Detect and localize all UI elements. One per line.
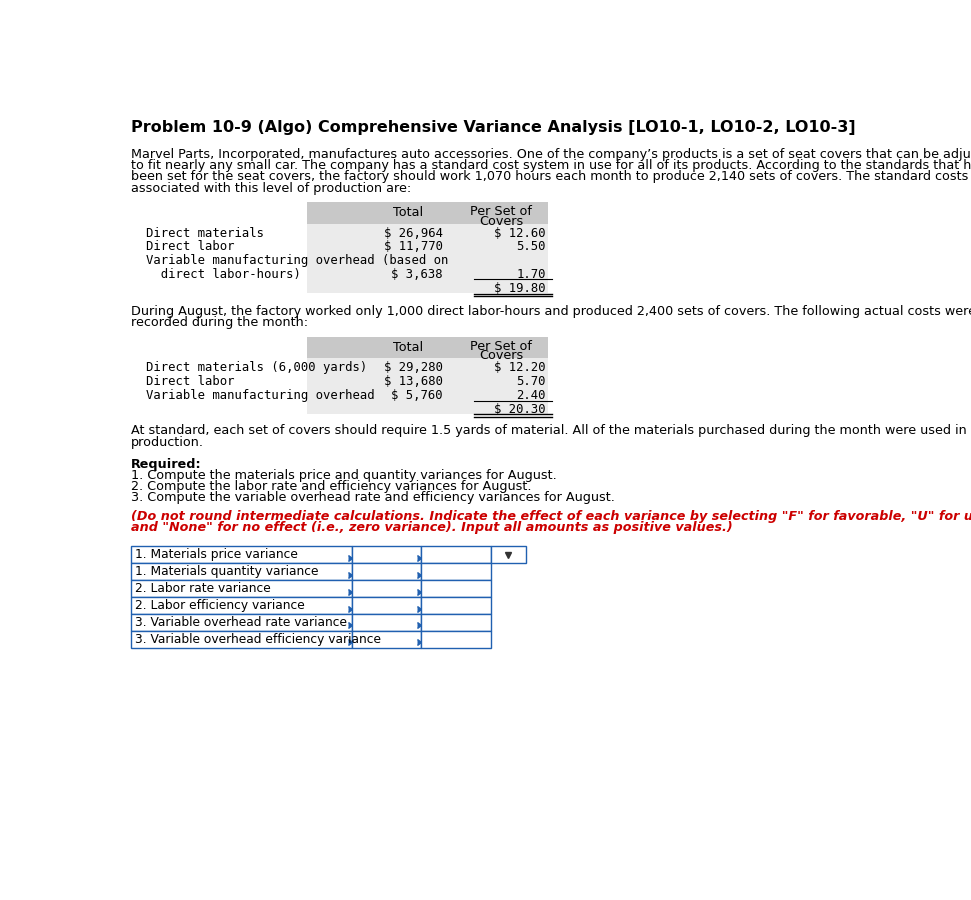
Bar: [308, 223, 548, 292]
Bar: [421, 614, 491, 631]
Text: $ 29,280: $ 29,280: [384, 361, 443, 374]
Bar: [131, 580, 352, 597]
Text: Direct labor: Direct labor: [147, 375, 235, 388]
Text: Marvel Parts, Incorporated, manufactures auto accessories. One of the company’s : Marvel Parts, Incorporated, manufactures…: [131, 148, 971, 161]
Text: $ 20.30: $ 20.30: [494, 403, 546, 416]
Text: 1. Materials price variance: 1. Materials price variance: [135, 548, 297, 561]
Bar: [131, 631, 352, 648]
Text: Covers: Covers: [479, 214, 523, 228]
Bar: [131, 563, 352, 580]
Bar: [131, 614, 352, 631]
Text: $ 12.60: $ 12.60: [494, 227, 546, 239]
Text: Total: Total: [393, 206, 423, 219]
Text: 1. Compute the materials price and quantity variances for August.: 1. Compute the materials price and quant…: [131, 469, 556, 482]
Text: Direct materials: Direct materials: [147, 227, 264, 239]
Text: (Do not round intermediate calculations. Indicate the effect of each variance by: (Do not round intermediate calculations.…: [131, 510, 971, 523]
Bar: [308, 337, 548, 358]
Text: $ 26,964: $ 26,964: [384, 227, 443, 239]
Text: Direct labor: Direct labor: [147, 240, 235, 254]
Text: $ 19.80: $ 19.80: [494, 282, 546, 295]
Bar: [352, 563, 421, 580]
Text: 2. Labor efficiency variance: 2. Labor efficiency variance: [135, 598, 304, 612]
Text: 5.70: 5.70: [517, 375, 546, 388]
Text: associated with this level of production are:: associated with this level of production…: [131, 182, 411, 194]
Bar: [421, 546, 491, 563]
Text: Problem 10-9 (Algo) Comprehensive Variance Analysis [LO10-1, LO10-2, LO10-3]: Problem 10-9 (Algo) Comprehensive Varian…: [131, 121, 855, 135]
Bar: [131, 546, 352, 563]
Bar: [352, 597, 421, 614]
Text: $ 3,638: $ 3,638: [391, 268, 443, 281]
Text: Covers: Covers: [479, 349, 523, 363]
Text: Per Set of: Per Set of: [470, 205, 532, 218]
Bar: [421, 631, 491, 648]
Text: been set for the seat covers, the factory should work 1,070 hours each month to : been set for the seat covers, the factor…: [131, 170, 968, 184]
Bar: [421, 597, 491, 614]
Text: $ 11,770: $ 11,770: [384, 240, 443, 254]
Text: 2.40: 2.40: [517, 389, 546, 402]
Text: 3. Variable overhead rate variance: 3. Variable overhead rate variance: [135, 616, 347, 629]
Text: 5.50: 5.50: [517, 240, 546, 254]
Text: production.: production.: [131, 436, 204, 448]
Text: $ 13,680: $ 13,680: [384, 375, 443, 388]
Text: 3. Variable overhead efficiency variance: 3. Variable overhead efficiency variance: [135, 633, 381, 646]
Text: 1. Materials quantity variance: 1. Materials quantity variance: [135, 565, 318, 578]
Text: Variable manufacturing overhead (based on: Variable manufacturing overhead (based o…: [147, 255, 449, 267]
Text: direct labor-hours): direct labor-hours): [147, 268, 301, 281]
Bar: [352, 546, 421, 563]
Bar: [131, 597, 352, 614]
Bar: [308, 202, 548, 223]
Text: to fit nearly any small car. The company has a standard cost system in use for a: to fit nearly any small car. The company…: [131, 159, 971, 172]
Bar: [421, 580, 491, 597]
Text: and "None" for no effect (i.e., zero variance). Input all amounts as positive va: and "None" for no effect (i.e., zero var…: [131, 521, 732, 534]
Text: $ 5,760: $ 5,760: [391, 389, 443, 402]
Bar: [352, 580, 421, 597]
Text: Direct materials (6,000 yards): Direct materials (6,000 yards): [147, 361, 367, 374]
Text: recorded during the month:: recorded during the month:: [131, 316, 308, 329]
Bar: [308, 358, 548, 414]
Text: Total: Total: [393, 340, 423, 354]
Bar: [352, 631, 421, 648]
Text: 1.70: 1.70: [517, 268, 546, 281]
Text: At standard, each set of covers should require 1.5 yards of material. All of the: At standard, each set of covers should r…: [131, 425, 966, 437]
Text: $ 12.20: $ 12.20: [494, 361, 546, 374]
Text: 2. Compute the labor rate and efficiency variances for August.: 2. Compute the labor rate and efficiency…: [131, 480, 531, 493]
Text: 3. Compute the variable overhead rate and efficiency variances for August.: 3. Compute the variable overhead rate an…: [131, 491, 615, 504]
Text: 2. Labor rate variance: 2. Labor rate variance: [135, 582, 270, 595]
Text: During August, the factory worked only 1,000 direct labor-hours and produced 2,4: During August, the factory worked only 1…: [131, 305, 971, 318]
Text: Variable manufacturing overhead: Variable manufacturing overhead: [147, 389, 375, 402]
Bar: [421, 563, 491, 580]
Bar: [491, 546, 526, 563]
Text: Per Set of: Per Set of: [470, 340, 532, 353]
Bar: [352, 614, 421, 631]
Text: Required:: Required:: [131, 457, 201, 471]
